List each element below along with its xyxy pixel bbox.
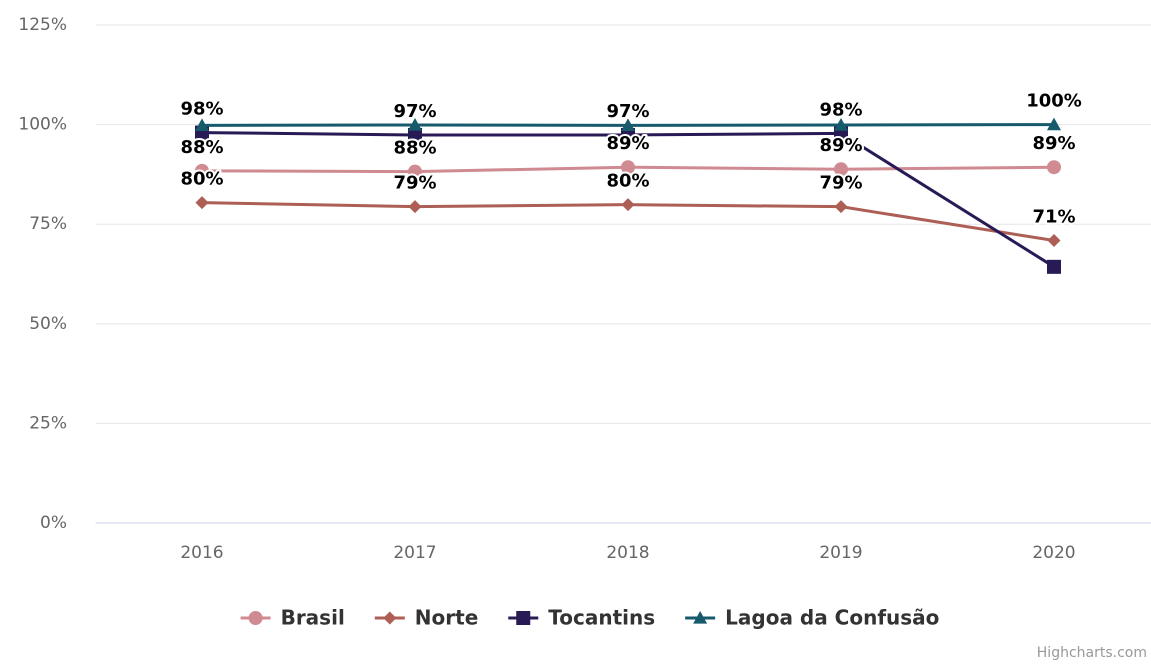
marker xyxy=(516,611,531,625)
marker xyxy=(621,118,635,131)
series xyxy=(195,160,1061,179)
marker xyxy=(834,162,848,177)
x-tick-label: 2018 xyxy=(606,543,649,563)
marker xyxy=(1047,117,1061,131)
legend-label: Lagoa da Confusão xyxy=(725,606,939,630)
legend-item: Brasil xyxy=(240,606,345,630)
marker xyxy=(1047,234,1061,248)
marker xyxy=(693,611,708,624)
marker xyxy=(1047,160,1061,175)
legend-label: Brasil xyxy=(281,606,345,630)
credits: Highcharts.com xyxy=(1037,645,1147,661)
data-label: 97% xyxy=(606,101,649,122)
legend-label: Norte xyxy=(415,606,478,630)
data-label: 79% xyxy=(819,173,862,194)
series xyxy=(195,117,1061,131)
legend-item: Tocantins xyxy=(508,606,655,630)
legend-item: Norte xyxy=(374,606,478,630)
x-tick-label: 2020 xyxy=(1032,543,1075,563)
marker xyxy=(1047,259,1061,274)
data-label: 79% xyxy=(393,173,436,194)
marker xyxy=(621,127,635,142)
x-tick-label: 2019 xyxy=(819,543,862,563)
y-tick-label: 0% xyxy=(40,513,67,533)
data-label: 89% xyxy=(819,135,862,156)
y-tick-label: 125% xyxy=(18,15,67,35)
y-tick-label: 50% xyxy=(29,314,67,334)
marker xyxy=(383,611,397,625)
data-label: 97% xyxy=(393,101,436,122)
data-label: 89% xyxy=(606,133,649,154)
data-label: 71% xyxy=(1032,207,1075,228)
data-label: 98% xyxy=(819,99,862,120)
marker xyxy=(408,117,422,131)
marker xyxy=(408,164,422,179)
marker xyxy=(195,163,209,178)
legend: Brasil Norte Tocantins Lagoa da Confusão xyxy=(240,606,939,630)
marker xyxy=(834,117,848,131)
data-label: 88% xyxy=(393,138,436,159)
series xyxy=(195,196,1061,248)
marker xyxy=(834,200,848,214)
legend-label: Tocantins xyxy=(548,606,655,630)
data-label: 80% xyxy=(606,171,649,192)
y-tick-label: 25% xyxy=(29,413,67,433)
legend-item: Lagoa da Confusão xyxy=(685,606,939,630)
y-tick-label: 75% xyxy=(29,214,67,234)
x-tick-label: 2017 xyxy=(393,543,436,563)
data-label: 80% xyxy=(180,169,223,190)
data-label: 100% xyxy=(1026,91,1082,112)
data-label: 88% xyxy=(180,137,223,158)
marker xyxy=(621,160,635,175)
data-label: 89% xyxy=(1032,133,1075,154)
marker xyxy=(248,611,263,625)
marker xyxy=(621,198,635,212)
data-label: 98% xyxy=(180,99,223,120)
y-tick-label: 100% xyxy=(18,115,67,135)
marker xyxy=(195,118,209,131)
x-tick-label: 2016 xyxy=(180,543,223,563)
marker xyxy=(408,127,422,142)
marker xyxy=(195,196,209,210)
marker xyxy=(408,200,422,214)
